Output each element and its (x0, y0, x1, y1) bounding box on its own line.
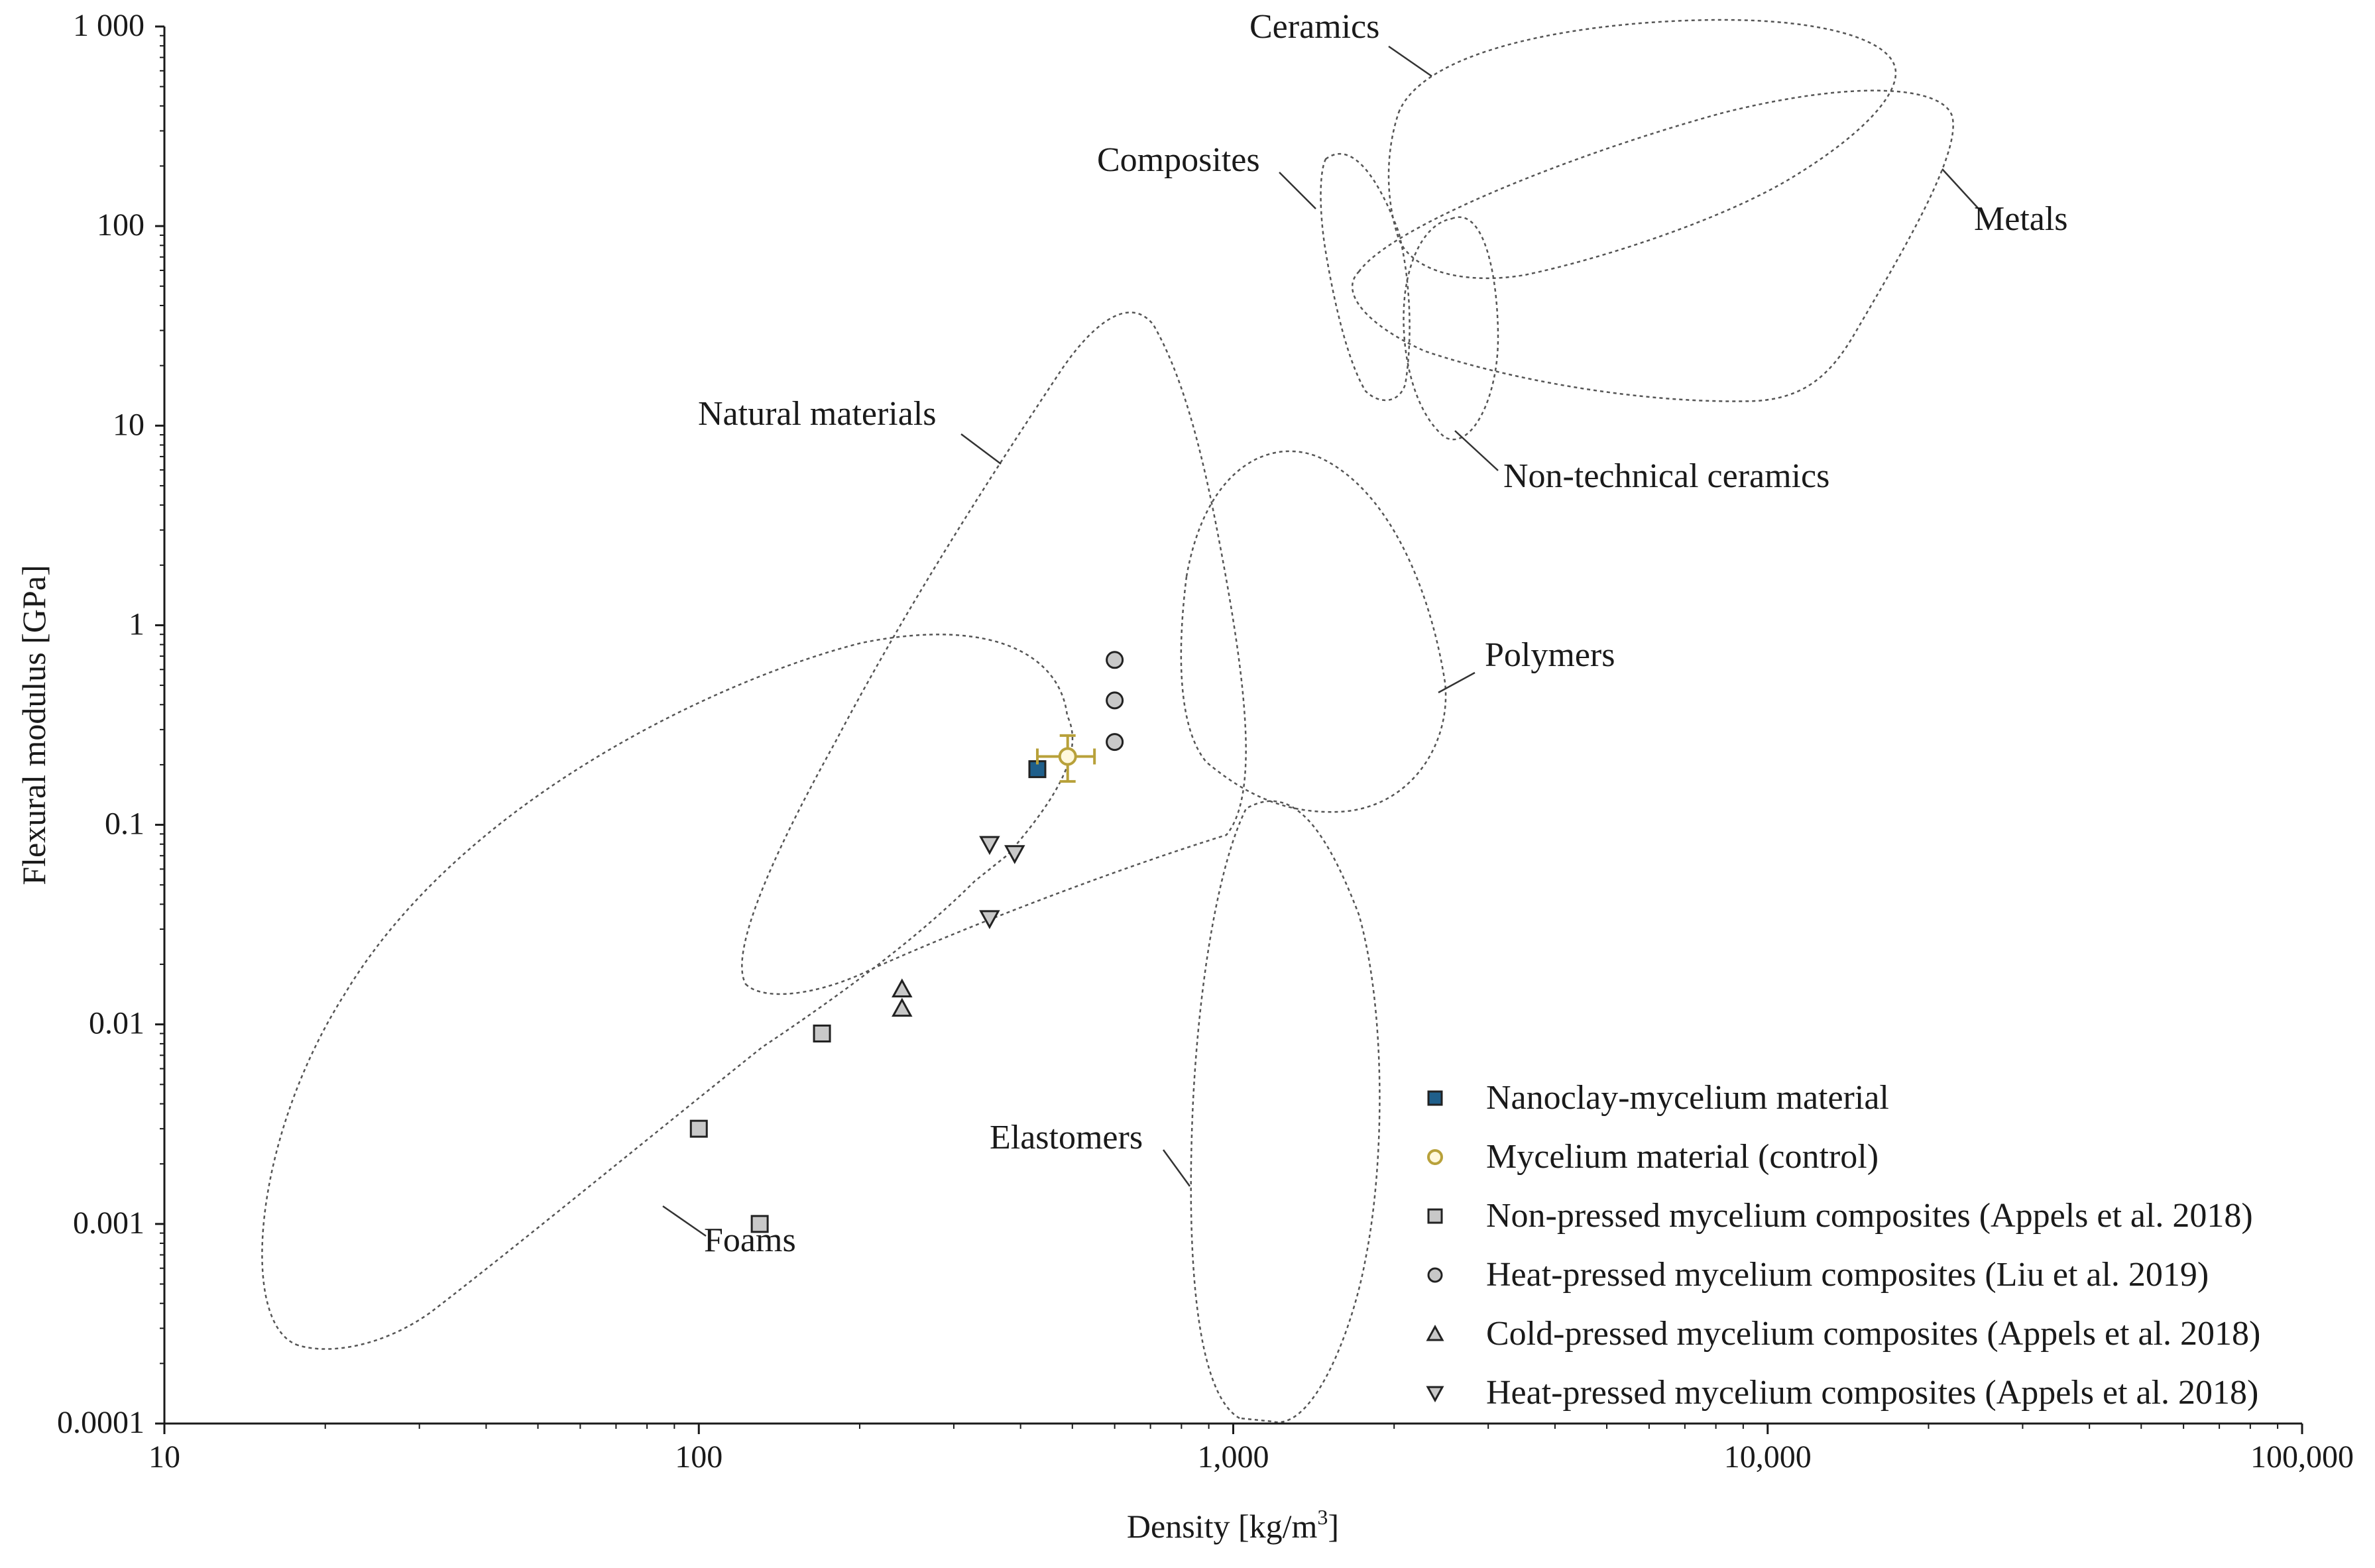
legend: Nanoclay-mycelium material Mycelium mater… (1426, 1079, 2260, 1412)
region-label-elastomers: Elastomers (990, 1119, 1143, 1156)
material-regions (261, 19, 1954, 1424)
region-composites (1320, 152, 1411, 402)
x-axis-title-superscript: 3 (1317, 1505, 1328, 1529)
legend-label-6: Heat-pressed mycelium composites (Appels… (1486, 1374, 2258, 1412)
data-point-series-5 (892, 978, 913, 997)
region-label-non-technical-ceramics: Non-technical ceramics (1503, 457, 1829, 495)
axes: 0.0001 0.001 0.01 0.1 1 10 100 1 000 10 100 1,000… (57, 8, 2354, 1475)
x-tick-label: 10,000 (1724, 1439, 1812, 1475)
y-tick-label: 0.0001 (57, 1405, 145, 1440)
x-tick-label: 100,000 (2250, 1439, 2354, 1475)
region-label-foams: Foams (704, 1221, 796, 1259)
leader-metals (1941, 168, 1979, 209)
leader-non-technical-ceramics (1454, 430, 1499, 471)
x-tick-label: 10 (148, 1439, 180, 1475)
y-tick-label: 10 (113, 407, 145, 442)
x-tick-label: 1,000 (1198, 1439, 1269, 1475)
legend-label-2: Mycelium material (control) (1486, 1138, 1879, 1176)
legend-label-4: Heat-pressed mycelium composites (Liu et… (1486, 1256, 2209, 1294)
legend-label-3: Non-pressed mycelium composites (Appels … (1486, 1197, 2253, 1235)
region-non-technical-ceramics (1403, 216, 1499, 441)
region-label-natural-materials: Natural materials (698, 395, 937, 433)
legend-marker-3 (1427, 1208, 1443, 1224)
data-points (689, 651, 1124, 1233)
x-axis-ticks: 10 100 1,000 10,000 100,000 (148, 1424, 2354, 1475)
data-point-series-6 (1004, 845, 1025, 864)
region-leader-lines (662, 45, 1979, 1237)
x-axis-title-suffix: ] (1328, 1508, 1339, 1545)
legend-label-1: Nanoclay-mycelium material (1486, 1079, 1889, 1117)
data-point-series-2 (1058, 747, 1077, 766)
region-ceramics (1387, 19, 1897, 280)
data-point-series-3 (689, 1119, 708, 1138)
legend-marker-5 (1426, 1324, 1444, 1341)
region-label-metals: Metals (1974, 200, 2068, 238)
leader-natural-materials (960, 433, 1002, 465)
region-elastomers (1190, 800, 1381, 1424)
region-labels: Ceramics Composites Metals Natural mater… (698, 8, 2068, 1259)
y-tick-label: 1 (129, 606, 145, 642)
data-point-series-6 (979, 910, 1000, 929)
region-natural-materials (741, 311, 1247, 995)
leader-foams (662, 1205, 707, 1237)
y-tick-label: 0.1 (105, 807, 145, 842)
data-point-series-4 (1106, 733, 1124, 752)
y-tick-label: 100 (97, 207, 145, 243)
y-tick-label: 0.001 (73, 1205, 145, 1241)
legend-label-5: Cold-pressed mycelium composites (Appels… (1486, 1315, 2260, 1353)
y-tick-label: 1 000 (73, 8, 145, 43)
x-axis-title: Density [kg/m3] (1127, 1505, 1339, 1545)
data-point-series-5 (892, 997, 913, 1017)
region-foams (261, 634, 1074, 1350)
region-metals (1351, 89, 1954, 402)
legend-marker-1 (1427, 1090, 1443, 1106)
data-point-series-6 (979, 836, 1000, 856)
leader-elastomers (1162, 1149, 1191, 1187)
legend-marker-6 (1426, 1386, 1444, 1403)
region-label-ceramics: Ceramics (1249, 8, 1379, 46)
data-point-series-4 (1106, 651, 1124, 669)
data-point-series-3 (813, 1024, 831, 1042)
legend-marker-4 (1427, 1267, 1443, 1283)
leader-ceramics (1388, 45, 1432, 78)
y-tick-label: 0.01 (89, 1006, 145, 1041)
x-tick-label: 100 (675, 1439, 723, 1475)
leader-composites (1279, 172, 1316, 209)
legend-marker-2 (1427, 1149, 1443, 1165)
leader-polymers (1438, 671, 1476, 694)
region-label-composites: Composites (1097, 141, 1260, 179)
y-axis-ticks: 0.0001 0.001 0.01 0.1 1 10 100 1 000 (57, 8, 164, 1440)
data-point-series-4 (1106, 691, 1124, 710)
y-axis-title: Flexural modulus [GPa] (15, 565, 52, 885)
region-label-polymers: Polymers (1485, 636, 1615, 674)
data-point-series-3 (750, 1215, 769, 1233)
region-polymers (1180, 450, 1447, 813)
